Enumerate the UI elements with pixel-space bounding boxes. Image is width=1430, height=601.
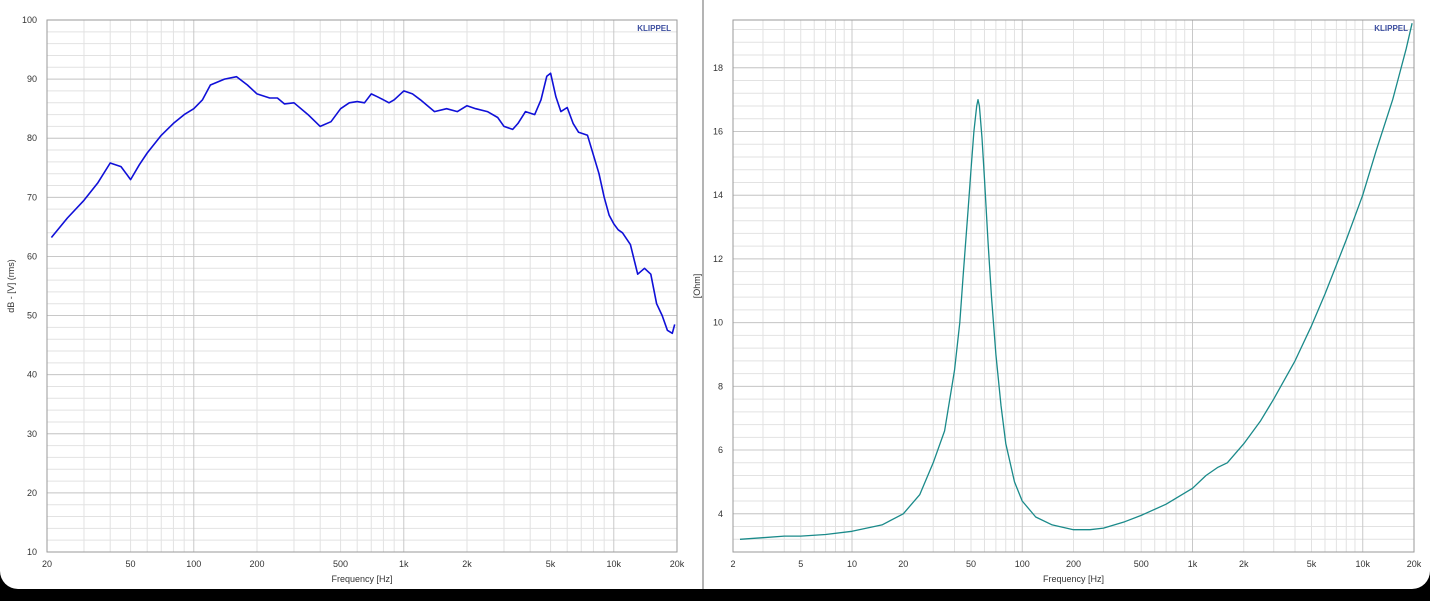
y-axis-label: [Ohm]	[692, 274, 702, 299]
y-tick-label: 6	[718, 445, 723, 455]
x-tick-label: 20k	[1407, 559, 1422, 569]
x-tick-labels: 2 5 10 20 50 100 200 500 1k 2k 5k 10k 20k	[730, 559, 1421, 569]
x-tick-label: 10k	[607, 559, 622, 569]
y-tick-label: 50	[27, 311, 37, 321]
impedance-chart: 2 5 10 20 50 100 200 500 1k 2k 5k 10k 20k 4 6 8 10 12 14 1…	[692, 19, 1422, 584]
y-tick-label: 10	[27, 547, 37, 557]
x-tick-label: 10	[847, 559, 857, 569]
x-tick-label: 5k	[546, 559, 556, 569]
x-tick-label: 1k	[399, 559, 409, 569]
x-tick-label: 500	[1134, 559, 1149, 569]
x-axis-label: Frequency [Hz]	[331, 574, 392, 584]
y-tick-label: 10	[713, 318, 723, 328]
y-tick-label: 60	[27, 251, 37, 261]
x-tick-label: 100	[186, 559, 201, 569]
x-tick-label: 2	[730, 559, 735, 569]
y-tick-label: 40	[27, 370, 37, 380]
y-tick-label: 100	[22, 15, 37, 25]
y-tick-label: 80	[27, 133, 37, 143]
x-tick-label: 200	[249, 559, 264, 569]
x-tick-label: 20	[42, 559, 52, 569]
x-tick-label: 100	[1015, 559, 1030, 569]
x-tick-label: 5k	[1307, 559, 1317, 569]
x-tick-label: 20k	[670, 559, 685, 569]
y-tick-label: 8	[718, 381, 723, 391]
y-tick-label: 12	[713, 254, 723, 264]
major-grid	[733, 20, 1414, 552]
y-tick-label: 90	[27, 74, 37, 84]
x-tick-label: 200	[1066, 559, 1081, 569]
minor-grid	[46, 19, 678, 553]
plot-border	[732, 19, 1415, 553]
klippel-brand: KLIPPEL	[1374, 24, 1408, 33]
y-tick-label: 18	[713, 63, 723, 73]
x-tick-label: 50	[966, 559, 976, 569]
impedance-line	[739, 23, 1413, 540]
frequency-response-line	[50, 72, 676, 335]
y-tick-labels: 10 20 30 40 50 60 70 80 90 100	[22, 15, 37, 557]
x-tick-label: 500	[333, 559, 348, 569]
x-tick-label: 10k	[1355, 559, 1370, 569]
minor-grid	[732, 20, 1415, 553]
x-tick-labels: 20 50 100 200 500 1k 2k 5k 10k 20k	[42, 559, 685, 569]
x-tick-label: 20	[898, 559, 908, 569]
y-tick-label: 30	[27, 429, 37, 439]
y-tick-label: 14	[713, 190, 723, 200]
x-tick-label: 2k	[1239, 559, 1249, 569]
x-tick-label: 50	[126, 559, 136, 569]
y-tick-label: 20	[27, 488, 37, 498]
klippel-brand: KLIPPEL	[637, 24, 671, 33]
y-tick-label: 4	[718, 509, 723, 519]
y-axis-label: dB - [V] (rms)	[6, 259, 16, 313]
plot-border	[46, 19, 678, 553]
y-tick-label: 16	[713, 126, 723, 136]
x-axis-label: Frequency [Hz]	[1043, 574, 1104, 584]
frequency-response-chart: 20 50 100 200 500 1k 2k 5k 10k 20k 10 20 30 40 50 60 70…	[6, 15, 685, 584]
y-tick-label: 70	[27, 192, 37, 202]
y-tick-labels: 4 6 8 10 12 14 16 18	[713, 63, 723, 519]
x-tick-label: 5	[798, 559, 803, 569]
x-tick-label: 2k	[462, 559, 472, 569]
major-grid	[47, 19, 677, 553]
x-tick-label: 1k	[1188, 559, 1198, 569]
